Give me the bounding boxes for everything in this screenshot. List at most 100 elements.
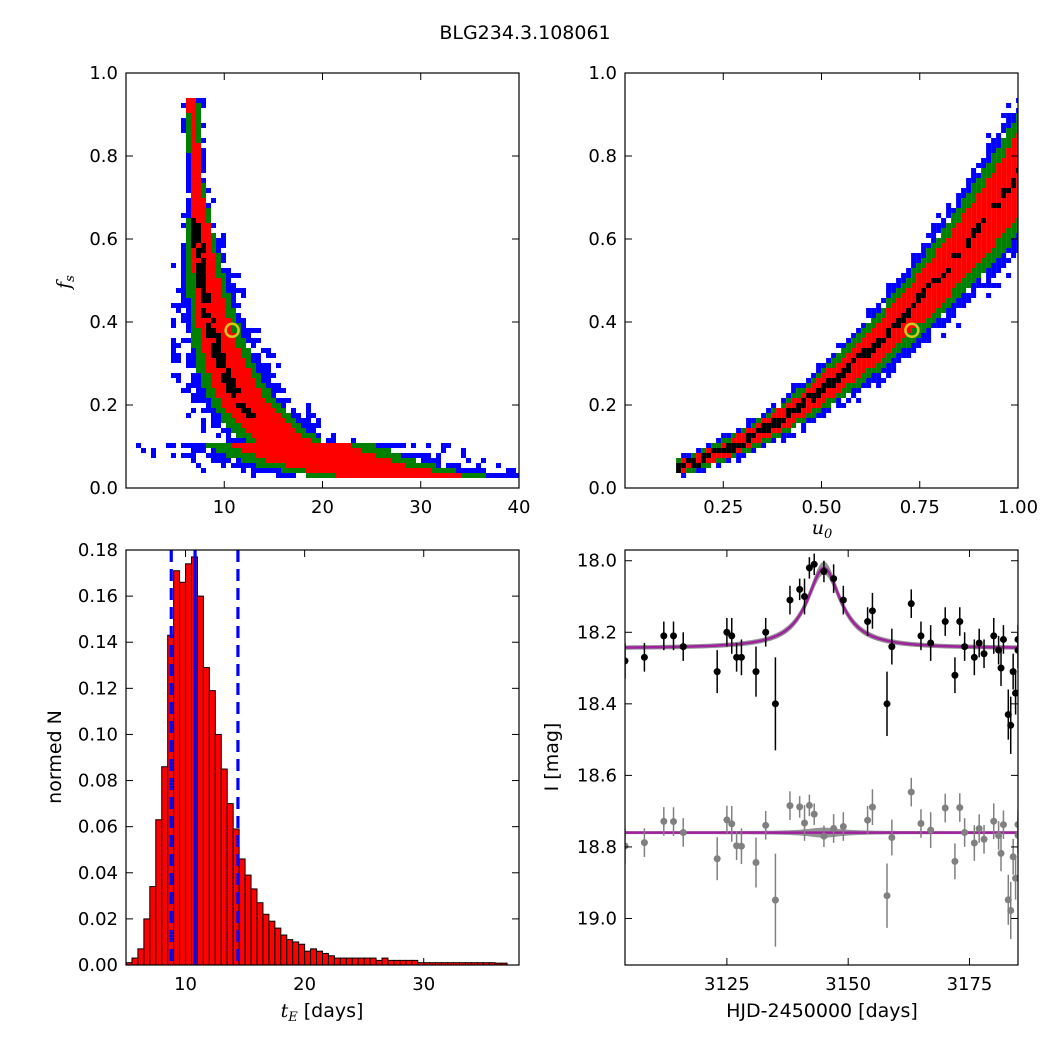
- heatmap-cell: [706, 463, 712, 468]
- heatmap-cell: [196, 313, 201, 318]
- heatmap-cell: [206, 298, 211, 303]
- heatmap-cell: [191, 243, 196, 248]
- heatmap-cell: [1001, 258, 1007, 263]
- heatmap-cell: [756, 433, 762, 438]
- histogram-bar: [292, 941, 300, 966]
- p2-xlabel: u0: [812, 517, 833, 542]
- heatmap-cell: [191, 173, 196, 178]
- heatmap-cell: [256, 368, 261, 373]
- heatmap-cell: [391, 458, 396, 463]
- heatmap-cell: [216, 298, 221, 303]
- heatmap-cell: [811, 403, 817, 408]
- heatmap-cell: [266, 403, 271, 408]
- heatmap-cell: [731, 433, 737, 438]
- heatmap-cell: [216, 303, 221, 308]
- heatmap-cell: [966, 213, 972, 218]
- heatmap-cell: [196, 388, 201, 393]
- heatmap-cell: [206, 253, 211, 258]
- best-fit-marker: [904, 322, 920, 339]
- heatmap-cell: [846, 338, 852, 343]
- heatmap-cell: [811, 378, 817, 383]
- heatmap-cell: [191, 458, 196, 463]
- heatmap-cell: [686, 468, 692, 473]
- heatmap-cell: [436, 468, 441, 473]
- heatmap-cell: [251, 453, 256, 458]
- heatmap-cell: [841, 368, 847, 373]
- heatmap-cell: [381, 453, 386, 458]
- heatmap-cell: [246, 378, 251, 383]
- heatmap-cell: [331, 463, 336, 468]
- heatmap-cell: [231, 453, 236, 458]
- heatmap-cell: [246, 368, 251, 373]
- heatmap-cell: [326, 443, 331, 448]
- heatmap-cell: [941, 253, 947, 258]
- heatmap-cell: [1001, 188, 1007, 193]
- heatmap-cell: [306, 408, 311, 413]
- heatmap-cell: [951, 288, 957, 293]
- heatmap-cell: [1006, 143, 1012, 148]
- residual-point: [868, 803, 876, 811]
- heatmap-cell: [261, 363, 266, 368]
- heatmap-cell: [966, 248, 972, 253]
- heatmap-cell: [771, 433, 777, 438]
- heatmap-cell: [286, 398, 291, 403]
- heatmap-cell: [291, 408, 296, 413]
- heatmap-cell: [231, 448, 236, 453]
- histogram-bar: [137, 948, 145, 966]
- heatmap-cell: [186, 128, 191, 133]
- heatmap-cell: [966, 208, 972, 213]
- heatmap-cell: [256, 463, 261, 468]
- heatmap-cell: [386, 453, 391, 458]
- heatmap-cell: [206, 388, 211, 393]
- heatmap-cell: [496, 473, 501, 478]
- heatmap-cell: [396, 468, 401, 473]
- heatmap-cell: [216, 258, 221, 263]
- heatmap-cell: [806, 403, 812, 408]
- heatmap-cell: [196, 193, 201, 198]
- heatmap-cell: [981, 178, 987, 183]
- heatmap-cell: [221, 303, 226, 308]
- heatmap-cell: [861, 363, 867, 368]
- heatmap-cell: [216, 248, 221, 253]
- heatmap-cell: [286, 443, 291, 448]
- heatmap-cell: [801, 403, 807, 408]
- heatmap-cell: [941, 248, 947, 253]
- data-point: [941, 618, 949, 626]
- heatmap-cell: [956, 268, 962, 273]
- heatmap-cell: [201, 383, 206, 388]
- heatmap-cell: [276, 398, 281, 403]
- heatmap-cell: [216, 458, 221, 463]
- heatmap-cell: [991, 188, 997, 193]
- heatmap-cell: [1016, 183, 1018, 188]
- heatmap-cell: [211, 253, 216, 258]
- heatmap-cell: [206, 288, 211, 293]
- heatmap-cell: [211, 368, 216, 373]
- heatmap-cell: [226, 388, 231, 393]
- heatmap-cell: [776, 423, 782, 428]
- heatmap-cell: [266, 453, 271, 458]
- heatmap-cell: [871, 373, 877, 378]
- heatmap-cell: [376, 473, 381, 478]
- heatmap-cell: [991, 228, 997, 233]
- residual-point: [990, 817, 998, 825]
- heatmap-cell: [926, 328, 932, 333]
- heatmap-cell: [201, 363, 206, 368]
- heatmap-cell: [501, 473, 506, 478]
- heatmap-cell: [336, 443, 341, 448]
- heatmap-cell: [286, 463, 291, 468]
- heatmap-cell: [211, 308, 216, 313]
- p1-ytick-label: 1.0: [89, 63, 118, 84]
- heatmap-cell: [206, 208, 211, 213]
- heatmap-cell: [976, 203, 982, 208]
- heatmap-cell: [306, 423, 311, 428]
- heatmap-cell: [256, 393, 261, 398]
- p2-frame: [624, 72, 1019, 489]
- heatmap-cell: [721, 443, 727, 448]
- heatmap-cell: [281, 403, 286, 408]
- heatmap-cell: [171, 348, 176, 353]
- heatmap-cell: [506, 473, 511, 478]
- heatmap-cell: [991, 198, 997, 203]
- heatmap-cell: [796, 388, 802, 393]
- heatmap-cell: [1011, 218, 1017, 223]
- heatmap-cell: [911, 258, 917, 263]
